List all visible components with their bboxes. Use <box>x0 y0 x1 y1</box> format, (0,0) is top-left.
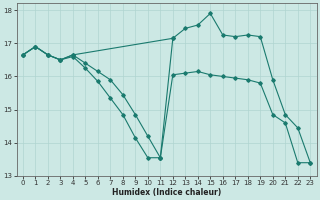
X-axis label: Humidex (Indice chaleur): Humidex (Indice chaleur) <box>112 188 221 197</box>
